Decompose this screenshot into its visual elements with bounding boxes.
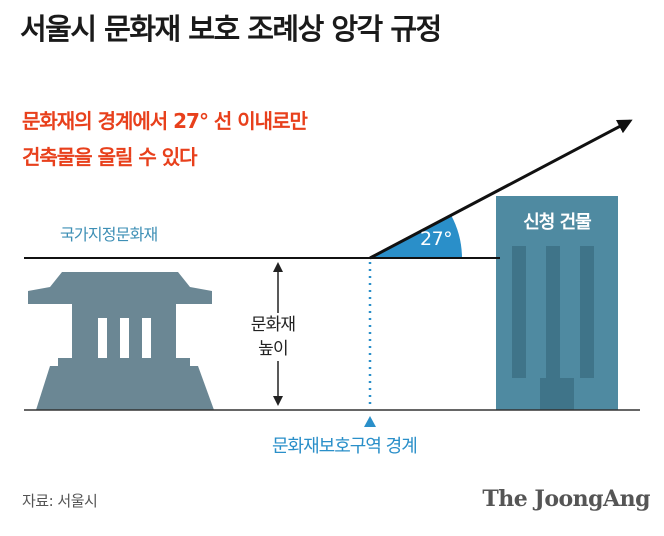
heritage-foundation bbox=[36, 366, 214, 410]
building-label: 신청 건물 bbox=[523, 212, 592, 233]
heritage-window bbox=[142, 318, 151, 358]
heritage-roof bbox=[28, 272, 212, 304]
boundary-label: 문화재보호구역 경계 bbox=[272, 436, 418, 457]
building-stripe bbox=[546, 246, 560, 378]
heritage-base bbox=[58, 358, 190, 366]
subtitle-line-1: 문화재의 경계에서 27° 선 이내로만 bbox=[22, 109, 308, 133]
new-building bbox=[496, 196, 618, 410]
building-stripe bbox=[512, 246, 526, 378]
heritage-height-label-line1: 문화재 bbox=[250, 315, 296, 335]
heritage-height-label-line2: 높이 bbox=[258, 339, 288, 359]
page-title: 서울시 문화재 보호 조례상 앙각 규정 bbox=[20, 12, 442, 46]
angle-limit-line bbox=[369, 119, 633, 260]
brand-logo: The JoongAng bbox=[482, 486, 650, 512]
heritage-window bbox=[98, 318, 107, 358]
building-stripe bbox=[580, 246, 594, 378]
heritage-height-label: 문화재 높이 bbox=[238, 313, 308, 361]
source-credit: 자료: 서울시 bbox=[22, 492, 98, 510]
heritage-structure bbox=[28, 272, 214, 410]
subtitle-line-2: 건축물을 올릴 수 있다 bbox=[22, 145, 197, 169]
heritage-label: 국가지정문화재 bbox=[60, 225, 158, 244]
building-door bbox=[540, 378, 574, 410]
heritage-window bbox=[120, 318, 129, 358]
angle-label: 27° bbox=[420, 228, 453, 250]
boundary-marker-triangle bbox=[364, 416, 376, 427]
